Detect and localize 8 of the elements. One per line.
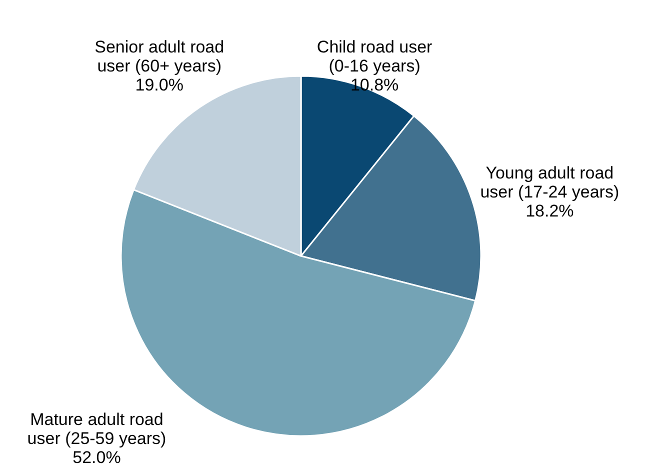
slice-label: Senior adult road user (60+ years) [94, 38, 224, 76]
slice-label: Young adult road user (17-24 years) [480, 163, 620, 202]
slice-label: Mature adult road user (25-59 years) [27, 410, 166, 448]
data-label: 18.2% [526, 201, 574, 220]
data-label: 10.8% [350, 76, 399, 95]
data-label: 52.0% [72, 448, 121, 468]
data-label: 19.0% [135, 76, 184, 95]
slice-label: Child road user (0-16 years) [316, 38, 433, 76]
